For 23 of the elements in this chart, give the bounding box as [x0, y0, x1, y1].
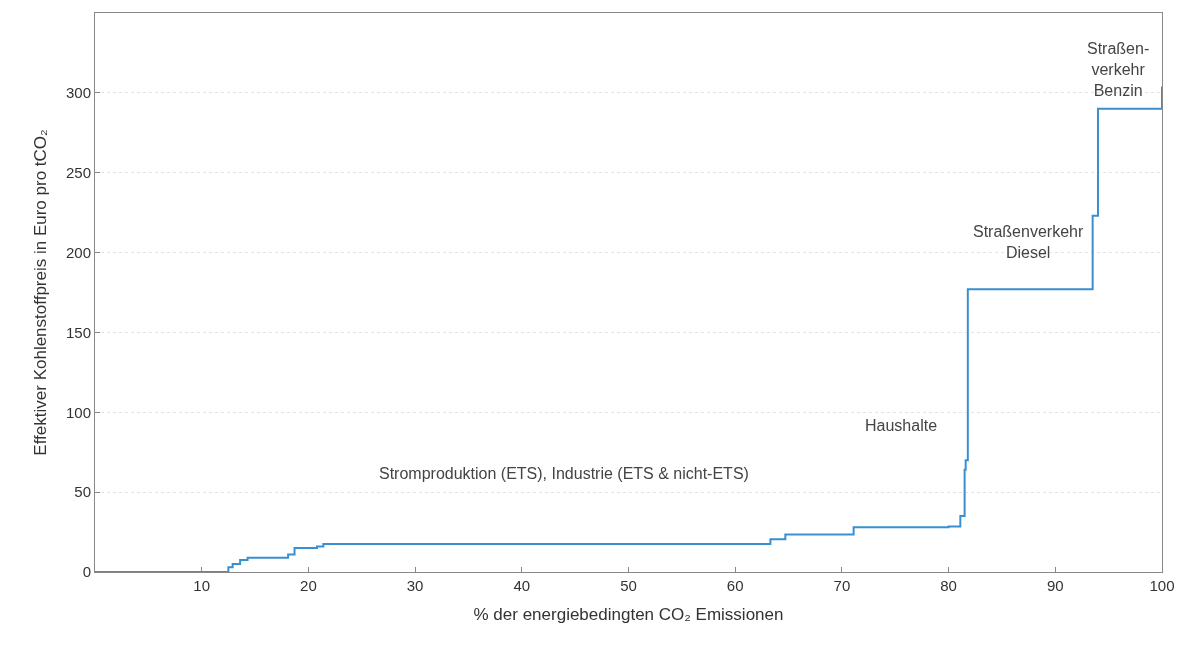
y-tick-label: 250 [65, 163, 91, 181]
x-tick-label: 50 [620, 577, 637, 594]
x-tick-label: 70 [833, 577, 851, 594]
annotation: Straßen- verkehr Benzin [1087, 40, 1150, 99]
y-tick-label: 100 [65, 403, 91, 421]
x-tick-label: 30 [406, 577, 424, 594]
annotation: Haushalte [865, 417, 938, 434]
annotation: Stromproduktion (ETS), Industrie (ETS & nicht-ETS) [379, 465, 749, 482]
y-tick-label: 150 [65, 323, 91, 341]
x-tick-label: 20 [300, 577, 317, 594]
x-axis-title: % der energiebedingten CO₂ Emissionen [473, 605, 784, 625]
y-tick-label: 50 [74, 483, 91, 501]
y-tick-label: 200 [65, 243, 91, 261]
x-tick-label: 100 [1149, 577, 1175, 594]
x-tick-label: 40 [513, 577, 531, 594]
x-tick-label: 80 [940, 577, 957, 594]
x-tick-label: 10 [193, 577, 211, 594]
y-tick-label: 300 [65, 84, 91, 102]
x-tick-label: 90 [1046, 577, 1064, 594]
y-tick-label: 0 [82, 563, 91, 581]
x-tick-label: 60 [726, 577, 744, 594]
y-axis-title: Effektiver Kohlenstoffpreis in Euro pro tCO₂ [30, 129, 50, 456]
annotation: Straßenverkehr Diesel [973, 223, 1084, 261]
